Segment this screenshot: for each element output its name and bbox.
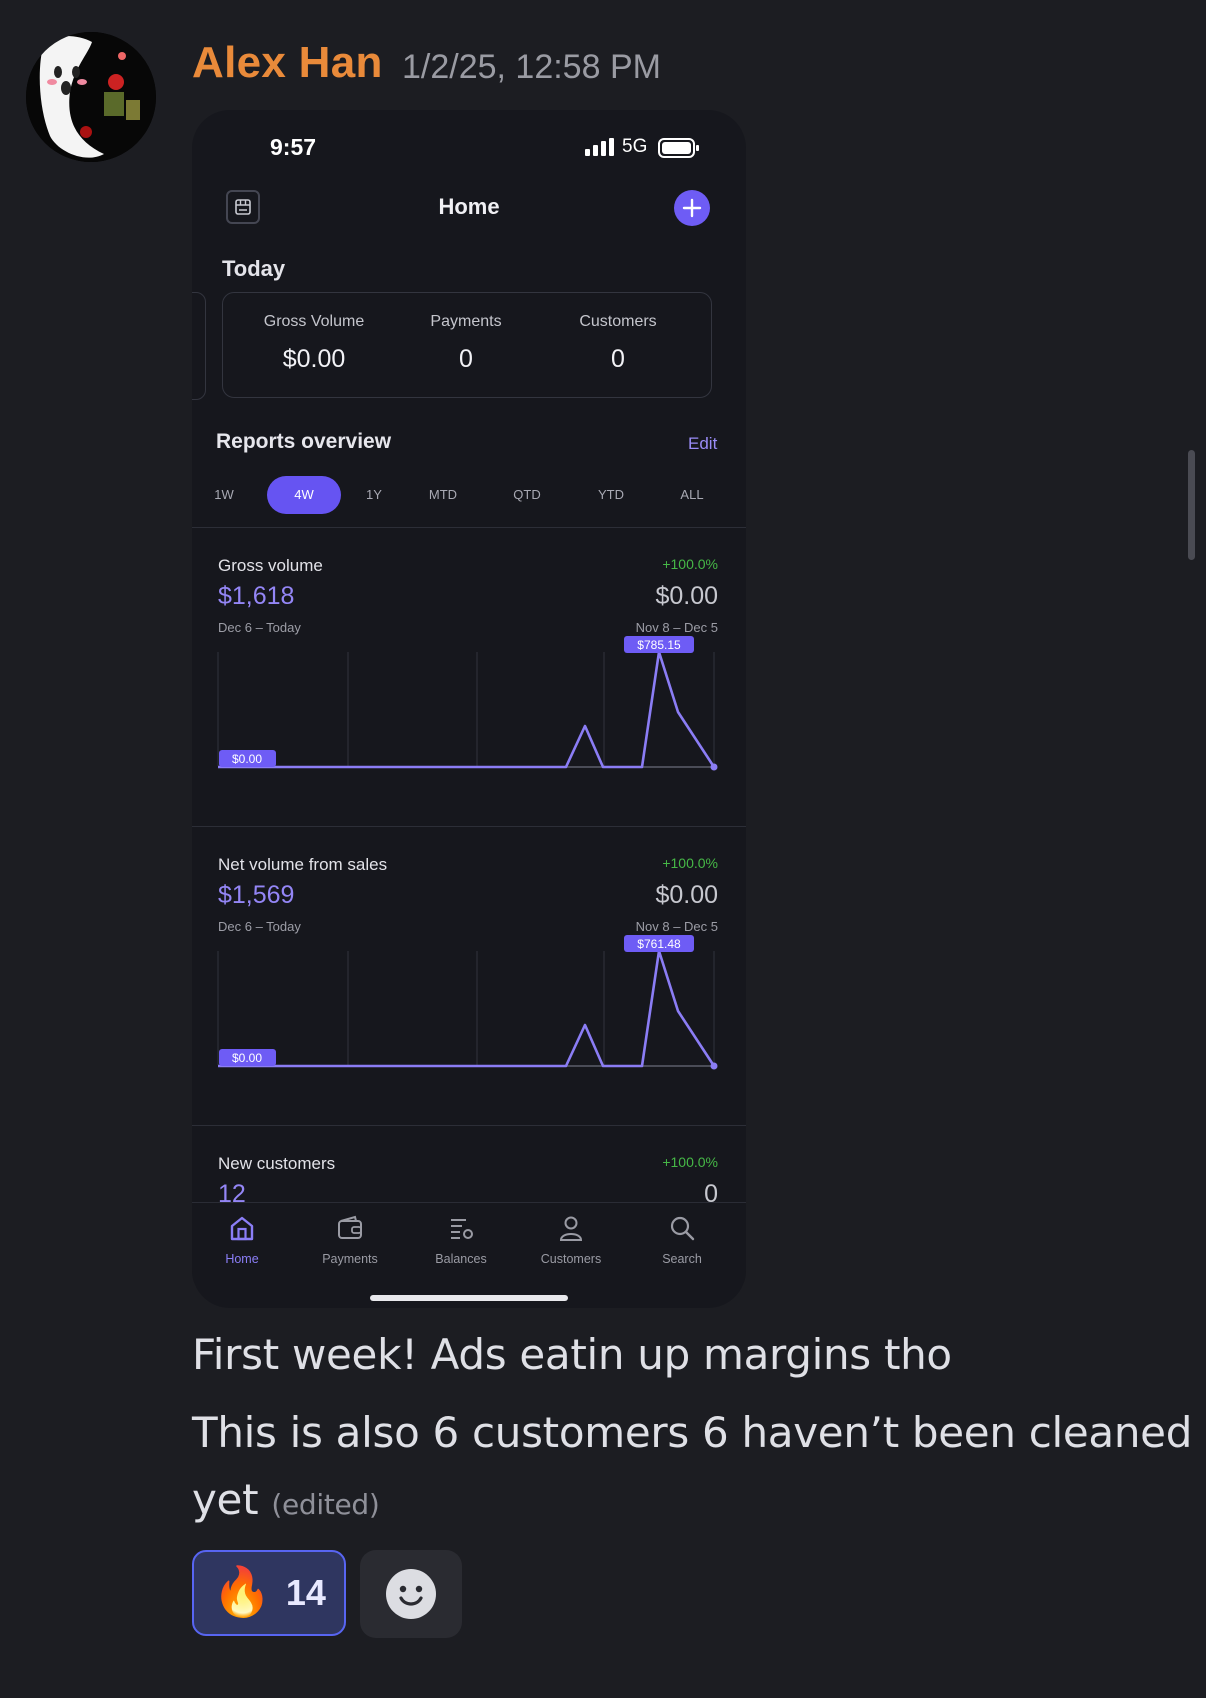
bottom-tab-bar: Home Payments Balances (192, 1202, 746, 1283)
range-tab-4w[interactable]: 4W (267, 476, 341, 514)
peak-label: $761.48 (637, 937, 681, 951)
tab-label: Search (662, 1252, 702, 1266)
stat-customers: Customers 0 (543, 313, 693, 374)
store-button[interactable] (226, 190, 260, 224)
divider (192, 826, 746, 827)
range-tab-1w[interactable]: 1W (214, 487, 234, 502)
tab-payments[interactable]: Payments (300, 1213, 400, 1266)
metric-previous-value: 0 (704, 1180, 718, 1202)
tab-search[interactable]: Search (632, 1213, 732, 1266)
search-icon (670, 1216, 695, 1241)
stat-value: 0 (611, 345, 625, 373)
today-stats-card[interactable]: Gross Volume $0.00 Payments 0 Customers … (222, 292, 712, 398)
author-name[interactable]: Alex Han (192, 38, 383, 87)
edit-link[interactable]: Edit (688, 434, 718, 453)
home-icon (230, 1216, 254, 1241)
metric-gross-volume[interactable]: Gross volume +100.0% $1,618 $0.00 Dec 6 … (192, 556, 746, 826)
stat-value: 0 (459, 345, 473, 373)
reports-overview-title: Reports overview (216, 430, 392, 453)
divider (192, 527, 746, 528)
range-tab-qtd[interactable]: QTD (513, 487, 541, 502)
metric-title: New customers (218, 1154, 336, 1173)
metric-previous-range: Nov 8 – Dec 5 (635, 919, 718, 934)
metric-previous-range: Nov 8 – Dec 5 (635, 620, 718, 635)
add-button[interactable] (674, 190, 710, 226)
fire-icon: 🔥 (212, 1566, 272, 1619)
divider (192, 1125, 746, 1126)
net-volume-chart: $761.48 $0.00 (217, 935, 718, 1070)
network-type: 5G (622, 136, 648, 157)
tab-label: Home (225, 1252, 259, 1266)
status-time: 9:57 (270, 134, 317, 160)
message-text-line-2: This is also 6 customers 6 haven’t been … (192, 1408, 1193, 1457)
tab-label: Balances (435, 1252, 487, 1266)
base-label: $0.00 (232, 752, 262, 766)
message-text-tail: yet (192, 1475, 259, 1524)
metric-value: $1,618 (218, 582, 295, 610)
stat-payments: Payments 0 (391, 313, 541, 374)
metric-value: 12 (218, 1180, 246, 1202)
wallet-icon (338, 1215, 362, 1239)
metric-change: +100.0% (662, 855, 718, 871)
reaction-count: 14 (285, 1572, 326, 1613)
stat-label: Gross Volume (263, 313, 365, 330)
balances-icon (451, 1219, 473, 1239)
message-text-line-3: yet (edited) (192, 1475, 380, 1524)
image-attachment[interactable]: 9:57 5G Home Today Gross Volume $0.00 (192, 110, 746, 1308)
metric-range: Dec 6 – Today (218, 620, 301, 635)
metric-previous-value: $0.00 (655, 881, 718, 909)
tab-home[interactable]: Home (192, 1213, 292, 1266)
message-text-line-1: First week! Ads eatin up margins tho (192, 1330, 952, 1379)
message-timestamp: 1/2/25, 12:58 PM (402, 48, 661, 86)
stat-label: Customers (579, 313, 657, 330)
store-icon (235, 199, 251, 215)
plus-icon (682, 198, 702, 218)
screen-title: Home (438, 194, 500, 219)
range-tab-mtd[interactable]: MTD (428, 487, 458, 502)
metric-value: $1,569 (218, 881, 295, 909)
tab-label: Customers (540, 1252, 602, 1266)
metric-change: +100.0% (662, 556, 718, 572)
home-indicator (370, 1295, 568, 1301)
range-tabs: 1W 4W 1Y MTD QTD YTD ALL (192, 476, 746, 514)
metric-change: +100.0% (662, 1154, 718, 1170)
range-tab-ytd[interactable]: YTD (598, 487, 624, 502)
tab-customers[interactable]: Customers (521, 1213, 621, 1266)
metric-net-volume[interactable]: Net volume from sales +100.0% $1,569 $0.… (192, 855, 746, 1125)
metric-range: Dec 6 – Today (218, 919, 301, 934)
signal-icon (585, 138, 614, 156)
metric-new-customers[interactable]: New customers +100.0% 12 0 (192, 1154, 746, 1202)
stat-label: Payments (430, 313, 502, 330)
previous-stat-card[interactable] (192, 292, 206, 400)
metric-title: Net volume from sales (218, 855, 388, 874)
edited-indicator: (edited) (271, 1488, 380, 1521)
tab-label: Payments (322, 1252, 378, 1266)
scrollbar[interactable] (1188, 450, 1195, 560)
fire-reaction[interactable]: 🔥 14 (192, 1550, 346, 1636)
smiley-icon (386, 1569, 436, 1619)
author-avatar[interactable] (26, 32, 156, 162)
metric-title: Gross volume (218, 556, 323, 575)
today-label: Today (222, 256, 286, 281)
add-reaction-button[interactable] (360, 1550, 462, 1638)
range-tab-1y[interactable]: 1Y (366, 487, 382, 502)
base-label: $0.00 (232, 1051, 262, 1065)
ghost-avatar-icon (26, 32, 156, 162)
stat-gross-volume: Gross Volume $0.00 (239, 313, 389, 374)
stat-value: $0.00 (282, 345, 346, 373)
peak-label: $785.15 (637, 638, 681, 652)
battery-icon (658, 138, 699, 158)
gross-volume-chart: $785.15 $0.00 (217, 636, 718, 771)
metric-previous-value: $0.00 (655, 582, 718, 610)
tab-balances[interactable]: Balances (411, 1213, 511, 1266)
person-icon (559, 1216, 583, 1241)
range-tab-all[interactable]: ALL (680, 487, 704, 502)
